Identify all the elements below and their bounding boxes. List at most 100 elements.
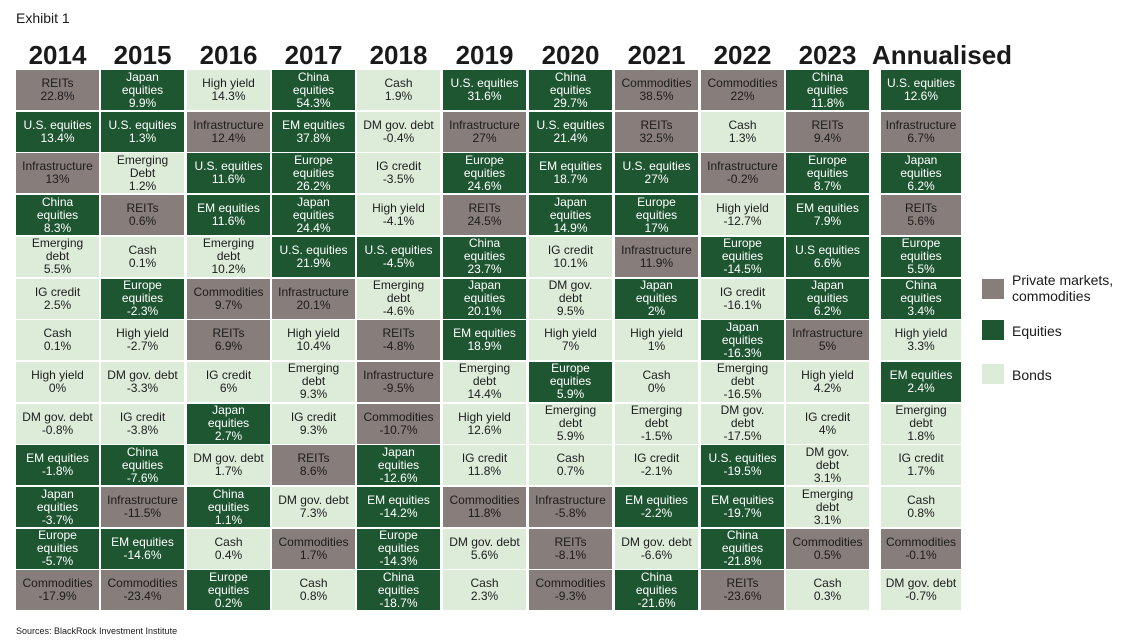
asset-cell: Cash 1.3% xyxy=(701,111,784,152)
asset-cell: Europe equities -14.5% xyxy=(701,236,784,277)
cell-label: Commodities xyxy=(707,76,778,90)
cell-label: Cash xyxy=(299,576,328,591)
asset-cell: Japan equities 2% xyxy=(615,278,698,319)
asset-cell: REITs -8.1% xyxy=(529,528,612,569)
cell-label: Europe xyxy=(209,570,248,584)
cell-value: 10.4% xyxy=(296,339,331,354)
cell-value: 9.4% xyxy=(813,130,842,145)
cell-label: equities xyxy=(377,582,420,597)
cell-value: -23.6% xyxy=(723,589,762,604)
cell-label: Emerging xyxy=(202,236,255,251)
cell-value: 31.6% xyxy=(467,89,502,103)
cell-value: -19.5% xyxy=(723,464,762,479)
cell-label: equities xyxy=(463,165,506,180)
legend-swatch xyxy=(982,320,1004,340)
cell-label: equities xyxy=(377,457,420,472)
cell-label: China xyxy=(126,445,159,459)
asset-cell: REITs 6.9% xyxy=(187,320,270,361)
cell-label: U.S. equities xyxy=(708,451,777,466)
cell-value: 37.8% xyxy=(296,130,331,145)
asset-cell: Commodities -0.1% xyxy=(881,528,961,569)
cell-label: Infrastructure xyxy=(107,493,178,507)
asset-cell: High yield 4.2% xyxy=(786,361,869,402)
asset-cell: Infrastructure 27% xyxy=(443,111,526,152)
cell-label: equities xyxy=(721,249,764,264)
asset-cell: Commodities -23.4% xyxy=(101,570,184,611)
cell-label: IG credit xyxy=(205,367,252,382)
cell-label: Japan xyxy=(554,195,587,209)
cell-value: -4.1% xyxy=(382,214,415,229)
cell-label: Cash xyxy=(128,242,157,257)
cell-label: U.S. equities xyxy=(364,242,433,257)
cell-label: equities xyxy=(635,582,678,597)
cell-value: 5% xyxy=(818,339,837,354)
cell-value: -16.1% xyxy=(723,297,762,312)
cell-label: DM gov. debt xyxy=(885,576,957,591)
asset-cell: EM equities 18.9% xyxy=(443,320,526,361)
cell-label: debt xyxy=(730,416,755,431)
asset-cell: DM gov. debt 3.1% xyxy=(786,445,869,486)
asset-cell: Commodities 0.5% xyxy=(786,528,869,569)
cell-value: 9.3% xyxy=(299,422,328,437)
asset-cell: High yield 7% xyxy=(529,320,612,361)
cell-label: IG credit xyxy=(804,409,851,424)
cell-label: equities xyxy=(806,82,849,97)
cell-value: 3.1% xyxy=(813,470,842,485)
cell-label: equities xyxy=(549,374,592,389)
asset-cell: China equities 11.8% xyxy=(786,70,869,110)
cell-label: IG credit xyxy=(633,451,680,466)
asset-cell: U.S. equities 21.9% xyxy=(272,236,355,277)
cell-label: U.S equities xyxy=(795,242,860,257)
cell-label: China xyxy=(640,570,673,584)
cell-label: equities xyxy=(806,291,849,305)
cell-label: Commodities xyxy=(363,409,434,424)
cell-value: 14.9% xyxy=(553,220,588,235)
asset-cell: Infrastructure 20.1% xyxy=(272,278,355,319)
cell-value: 0.5% xyxy=(813,547,842,562)
cell-label: Commodities xyxy=(107,576,178,591)
cell-label: equities xyxy=(721,332,764,347)
cell-value: -0.8% xyxy=(41,422,74,437)
cell-label: debt xyxy=(558,291,583,305)
legend-label: Bonds xyxy=(1012,367,1052,383)
cell-label: REITs xyxy=(382,326,415,341)
cell-label: U.S. equities xyxy=(108,117,177,132)
cell-value: 1% xyxy=(647,339,666,354)
cell-label: Infrastructure xyxy=(449,117,520,132)
asset-cell: Infrastructure 12.4% xyxy=(187,111,270,152)
cell-label: Infrastructure xyxy=(22,159,93,174)
asset-cell: Emerging debt 1.8% xyxy=(881,403,961,444)
cell-value: 3.1% xyxy=(813,512,842,527)
asset-cell: REITs 8.6% xyxy=(272,445,355,486)
cell-value: -10.7% xyxy=(379,422,418,437)
cell-label: Japan xyxy=(726,320,759,334)
cell-value: 6.9% xyxy=(214,339,243,354)
asset-cell: Infrastructure 13% xyxy=(16,153,99,194)
cell-value: -16.3% xyxy=(723,345,762,360)
asset-cell: EM equities -2.2% xyxy=(615,487,698,527)
cell-label: equities xyxy=(549,82,592,97)
cell-value: 8.7% xyxy=(813,178,842,193)
cell-value: 14.4% xyxy=(467,387,502,402)
cell-value: -9.5% xyxy=(382,380,415,395)
cell-value: 7% xyxy=(561,339,580,354)
cell-label: Commodities xyxy=(535,576,606,591)
cell-value: 3.3% xyxy=(907,339,935,354)
asset-cell: Commodities -17.9% xyxy=(16,570,99,611)
cell-label: DM gov. xyxy=(805,445,850,459)
cell-value: -7.6% xyxy=(126,470,159,485)
legend-label: Equities xyxy=(1012,323,1062,339)
cell-label: equities xyxy=(463,291,506,305)
cell-label: DM gov. debt xyxy=(22,409,93,424)
cell-value: -2.2% xyxy=(640,506,673,520)
cell-value: -12.7% xyxy=(723,214,762,229)
cell-label: equities xyxy=(635,291,678,305)
asset-cell: DM gov. debt -0.8% xyxy=(16,403,99,444)
cell-value: 24.6% xyxy=(467,178,502,193)
asset-cell: IG credit -3.8% xyxy=(101,403,184,444)
cell-value: -17.9% xyxy=(38,589,77,604)
cell-label: REITs xyxy=(297,451,330,466)
cell-value: 0.8% xyxy=(907,506,935,520)
cell-value: 5.6% xyxy=(907,214,935,229)
asset-cell: Commodities -10.7% xyxy=(357,403,440,444)
